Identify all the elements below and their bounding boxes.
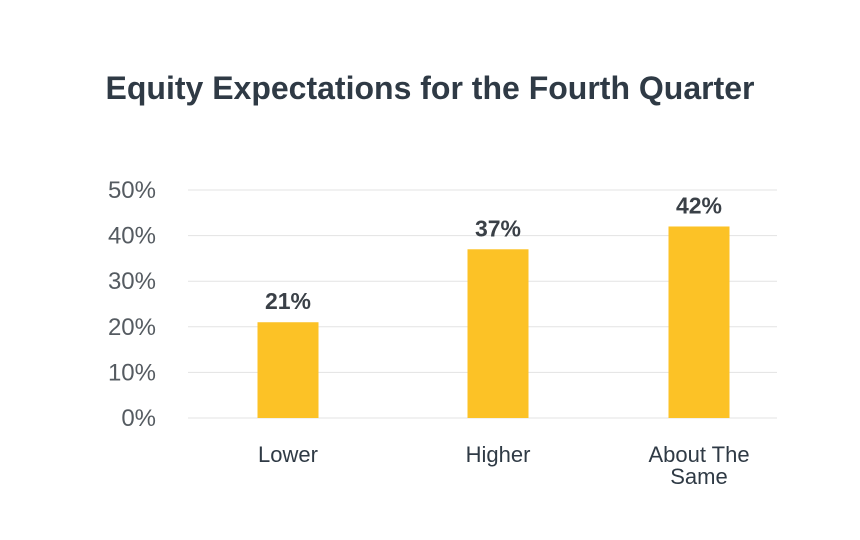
bars <box>257 226 730 418</box>
category-label: About The <box>648 442 749 467</box>
category-label: Lower <box>258 442 318 467</box>
y-tick-label: 40% <box>108 223 156 250</box>
bar <box>257 322 319 418</box>
y-tick-label: 50% <box>108 177 156 204</box>
y-axis-ticks: 0% 10% 20% 30% 40% 50% <box>108 177 156 432</box>
data-label: 21% <box>265 288 311 314</box>
data-label: 37% <box>475 215 521 241</box>
y-tick-label: 0% <box>121 405 156 432</box>
category-label: Same <box>670 464 727 489</box>
chart-title: Equity Expectations for the Fourth Quart… <box>105 70 755 106</box>
data-label: 42% <box>676 192 722 218</box>
y-tick-label: 20% <box>108 314 156 341</box>
y-tick-label: 10% <box>108 359 156 386</box>
data-labels: 21% 37% 42% <box>265 192 722 314</box>
category-label: Higher <box>466 442 531 467</box>
bar <box>467 249 529 418</box>
bar <box>668 226 730 418</box>
y-tick-label: 30% <box>108 268 156 295</box>
